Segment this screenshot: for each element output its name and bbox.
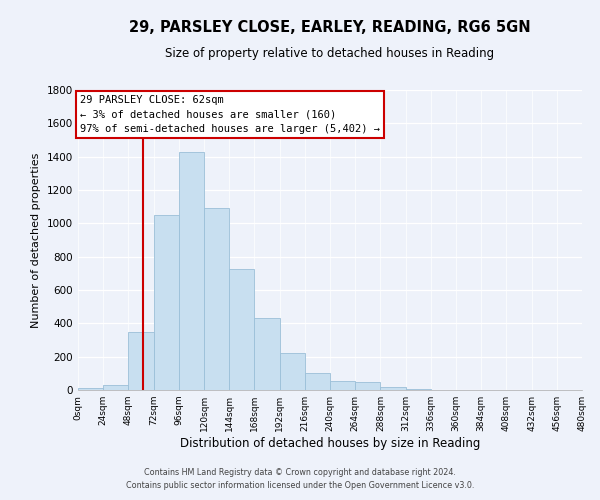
Bar (204, 208, 229, 390)
Bar (280, 354, 305, 390)
X-axis label: Distribution of detached houses by size in Reading: Distribution of detached houses by size … (180, 437, 480, 450)
Bar (179, 152, 204, 390)
Bar (229, 269, 254, 390)
Bar (103, 385, 128, 390)
Text: 29, PARSLEY CLOSE, EARLEY, READING, RG6 5GN: 29, PARSLEY CLOSE, EARLEY, READING, RG6 … (129, 20, 531, 35)
Text: Contains HM Land Registry data © Crown copyright and database right 2024.
Contai: Contains HM Land Registry data © Crown c… (126, 468, 474, 490)
Bar (128, 332, 154, 390)
Text: 29 PARSLEY CLOSE: 62sqm
← 3% of detached houses are smaller (160)
97% of semi-de: 29 PARSLEY CLOSE: 62sqm ← 3% of detached… (80, 95, 380, 134)
Bar (380, 387, 406, 390)
Bar (254, 318, 280, 390)
Bar (305, 372, 330, 390)
Bar (78, 388, 103, 390)
Bar (355, 382, 380, 390)
Text: Size of property relative to detached houses in Reading: Size of property relative to detached ho… (166, 47, 494, 60)
Bar (154, 215, 179, 390)
Y-axis label: Number of detached properties: Number of detached properties (31, 152, 41, 328)
Bar (330, 381, 355, 390)
Bar (406, 388, 431, 390)
